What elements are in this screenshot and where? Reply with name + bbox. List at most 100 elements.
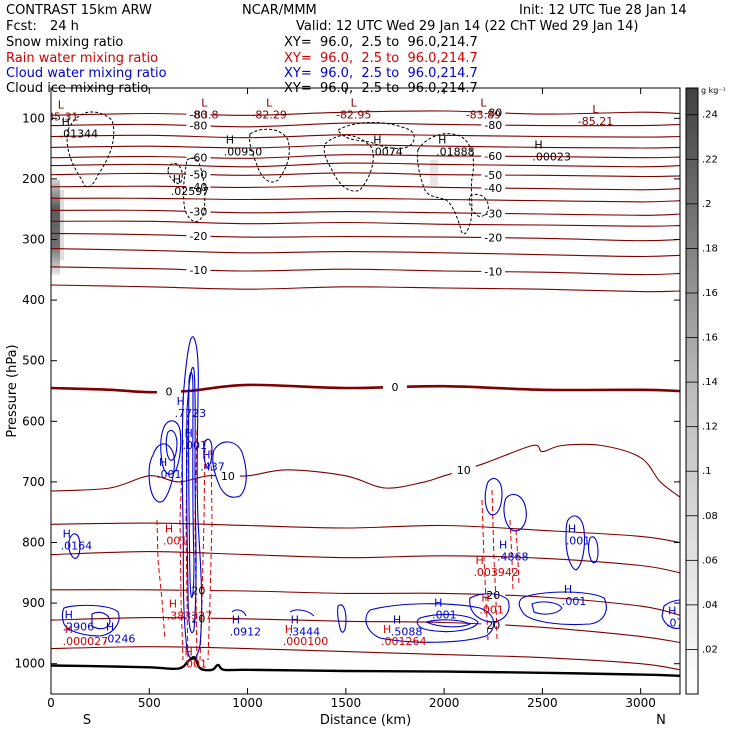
colorbar-tick-label: .16 (702, 333, 718, 344)
x-tick-label: 1000 (232, 696, 263, 710)
colorbar-tick-label: .1 (702, 466, 712, 477)
max-value-label: .001 (479, 604, 504, 617)
contour-label-bg (481, 231, 506, 244)
cloud-water-contour (61, 604, 120, 637)
colorbar-tick-label: .06 (702, 555, 718, 566)
contour-label-bg (481, 265, 506, 278)
cloud-water-contour (289, 609, 315, 617)
y-tick-label: 1000 (14, 657, 45, 671)
max-value-label: .01888 (436, 145, 475, 158)
cloud-water-contour (181, 336, 203, 660)
temperature-contour-label: -80 (189, 108, 207, 121)
x-tick-label: 2000 (429, 696, 460, 710)
north-label: N (656, 713, 666, 728)
temperature-contour-label: -40 (484, 182, 502, 195)
max-value-label: .0246 (104, 633, 135, 646)
cloud-water-contour (148, 443, 175, 503)
contour-label-bg (215, 469, 240, 482)
high-marker: H (202, 449, 210, 462)
high-marker: H (185, 646, 193, 659)
fcst-value: 24 h (50, 19, 79, 34)
cloud-water-contour (424, 619, 472, 628)
temperature-contour (51, 220, 680, 227)
temperature-contour-label: -10 (189, 264, 207, 277)
contour-label-bg (186, 119, 211, 132)
low-marker: L (351, 96, 358, 109)
y-tick-label: 100 (22, 111, 45, 125)
min-temperature-label: -85.21 (578, 115, 613, 128)
max-value-label: .00023 (532, 150, 571, 163)
temperature-contour-label: -60 (484, 150, 502, 163)
temperature-contour (51, 110, 680, 116)
min-temperature-label: -82.29 (251, 108, 286, 121)
contour-label-bg (481, 106, 506, 119)
high-marker: H (564, 583, 572, 596)
rain-contour (199, 439, 206, 661)
temperature-contour-label: -30 (484, 207, 502, 220)
colorbar-tick-label: .04 (702, 600, 718, 611)
temperature-contour (51, 134, 680, 139)
center-title: NCAR/MMM (242, 3, 317, 18)
cloud-water-contour (416, 613, 479, 633)
x-axis-label: Distance (km) (320, 713, 411, 728)
high-marker: H (373, 133, 381, 146)
field-rain-name: Rain water mixing ratio (6, 51, 159, 66)
y-tick-label: 300 (22, 233, 45, 247)
temperature-contour-label: -50 (189, 168, 207, 181)
x-tick-label: 3000 (625, 696, 656, 710)
max-value-label: .003942 (473, 566, 519, 579)
contour-label-bg (186, 229, 211, 242)
cloud-ice-contour (469, 193, 489, 217)
high-marker: H (499, 538, 507, 551)
cloud-water-contour (588, 536, 599, 564)
contour-label-bg (451, 463, 476, 476)
max-value-label: .001 (183, 439, 208, 452)
max-value-label: .3444 (289, 625, 321, 638)
contour-label-bg (186, 168, 211, 181)
y-tick-label: 400 (22, 293, 45, 307)
temperature-contour-label: -80 (484, 119, 502, 132)
high-marker: H (106, 621, 114, 634)
max-value-label: .078 (666, 616, 691, 629)
cloud-water-contour (365, 603, 495, 643)
low-marker: L (480, 96, 487, 109)
field-snow-xy: XY= 96.0, 2.5 to 96.0,214.7 (284, 35, 478, 50)
high-marker: H (668, 604, 676, 617)
high-marker: H (165, 523, 173, 536)
temperature-contour (51, 383, 680, 394)
temperature-contour (51, 172, 680, 178)
field-cloudwater-name: Cloud water mixing ratio (6, 66, 167, 81)
temperature-contour-label: -80 (189, 120, 207, 133)
low-marker: L (266, 96, 273, 109)
y-tick-label: 500 (22, 354, 45, 368)
contour-label-bg (481, 118, 506, 131)
max-value-label: .00950 (224, 145, 263, 158)
high-marker: H (434, 596, 442, 609)
x-tick-label: 2500 (527, 696, 558, 710)
y-tick-label: 600 (22, 414, 45, 428)
temperature-contour-label: -50 (484, 169, 502, 182)
temperature-contour (51, 209, 680, 216)
temperature-contour (51, 589, 680, 616)
snow-shading-light (60, 190, 64, 260)
contour-label-bg (186, 151, 211, 164)
x-tick-label: 500 (138, 696, 161, 710)
y-tick-label: 800 (22, 536, 45, 550)
cloud-ice-contour (183, 157, 206, 222)
max-value-label: .000100 (283, 635, 329, 648)
contour-label-bg (186, 263, 211, 276)
colorbar-tick-label: .2 (702, 199, 712, 210)
max-value-label: .0074 (371, 145, 403, 158)
max-value-label: .001264 (381, 635, 427, 648)
cloud-water-contour (503, 493, 527, 532)
max-value-label: .0912 (230, 625, 262, 638)
cloud-water-contour (337, 604, 347, 633)
temperature-contour (51, 284, 680, 293)
model-title: CONTRAST 15km ARW (6, 3, 152, 18)
temperature-contour-label: 10 (457, 464, 471, 477)
temperature-contour-label: -40 (189, 181, 207, 194)
cloud-water-contour (165, 429, 178, 461)
field-cloudwater-xy: XY= 96.0, 2.5 to 96.0,214.7 (284, 66, 478, 81)
cloud-water-contour (661, 599, 680, 629)
fcst-label: Fcst: (6, 19, 37, 34)
